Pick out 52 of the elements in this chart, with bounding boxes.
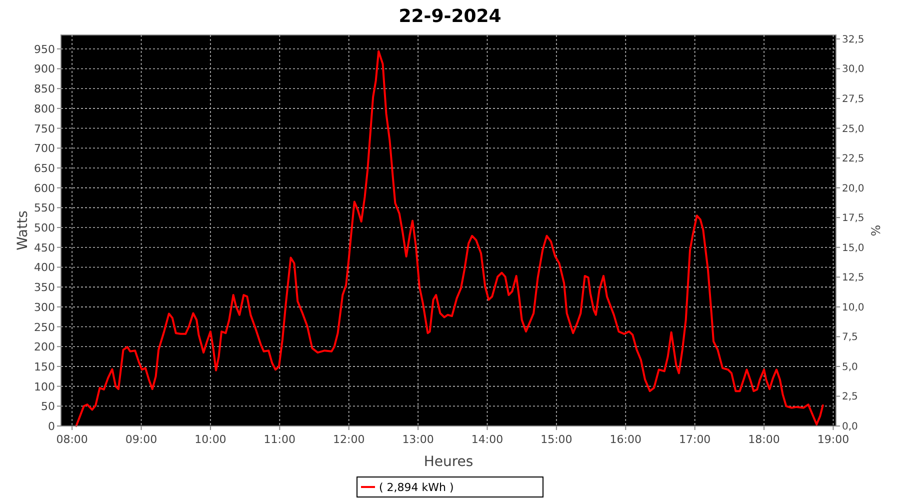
y2-tick-label: 30,0 [842, 64, 864, 76]
x-tick-label: 17:00 [678, 433, 711, 446]
y2-tick-label: 25,0 [842, 124, 864, 135]
y-tick-label: 0 [48, 420, 55, 433]
y-tick-label: 850 [34, 82, 55, 96]
y-tick-label: 550 [34, 202, 55, 215]
y2-tick-label: 22,5 [842, 154, 864, 165]
y2-tick-label: 5,0 [842, 362, 858, 373]
x-tick-label: 09:00 [125, 433, 158, 446]
legend-label: ( 2,894 kWh ) [379, 481, 454, 494]
y2-tick-label: 2,5 [842, 392, 858, 403]
x-tick-label: 12:00 [333, 433, 365, 446]
y2-tick-label: 32,5 [842, 34, 864, 46]
y2-tick-label: 20,0 [842, 183, 864, 194]
y-tick-label: 100 [34, 380, 55, 394]
y-tick-label: 450 [34, 241, 55, 254]
chart-title: 22-9-2024 [398, 6, 502, 27]
y2-tick-label: 7,5 [842, 332, 858, 344]
y-tick-label: 600 [34, 182, 55, 195]
x-axis-title: Heures [424, 454, 474, 470]
y-tick-label: 300 [34, 300, 55, 314]
y-tick-label: 400 [34, 261, 55, 274]
y2-tick-label: 10,0 [842, 302, 864, 314]
x-tick-label: 08:00 [56, 433, 88, 446]
y-tick-label: 700 [34, 142, 55, 156]
y-tick-label: 900 [34, 62, 55, 76]
y2-tick-label: 17,5 [842, 213, 864, 224]
y2-tick-label: 12,5 [842, 272, 864, 284]
y-tick-label: 250 [34, 320, 55, 334]
x-tick-label: 11:00 [264, 433, 296, 446]
y2-tick-label: 0,0 [842, 422, 858, 432]
y-tick-label: 350 [34, 281, 55, 294]
x-tick-label: 19:00 [817, 433, 850, 446]
y-tick-label: 950 [34, 42, 55, 56]
x-tick-label: 14:00 [471, 433, 504, 446]
y-tick-label: 500 [34, 222, 55, 235]
line-series [75, 50, 824, 427]
y2-axis-title: % [869, 224, 883, 236]
y-tick-label: 150 [34, 360, 55, 374]
y-tick-label: 200 [34, 340, 55, 354]
x-tick-label: 10:00 [194, 433, 226, 446]
x-tick-label: 18:00 [748, 433, 780, 446]
y-tick-label: 50 [41, 400, 55, 414]
x-tick-label: 15:00 [540, 433, 572, 446]
y2-tick-label: 27,5 [842, 94, 864, 105]
y-axis-title: Watts [15, 210, 31, 250]
x-tick-label: 13:00 [402, 433, 434, 446]
x-tick-label: 16:00 [610, 433, 642, 446]
y-tick-label: 800 [34, 102, 55, 116]
y2-tick-label: 15,0 [842, 242, 864, 254]
y-tick-label: 750 [34, 122, 55, 136]
y-tick-label: 650 [34, 162, 55, 175]
